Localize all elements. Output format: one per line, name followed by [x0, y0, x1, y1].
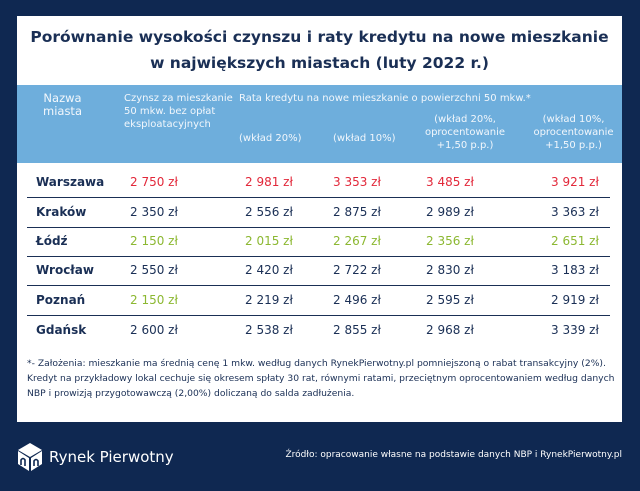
page-title: Porównanie wysokości czynszu i raty kred…: [17, 24, 622, 76]
value-cell: 2 830 zł: [426, 263, 474, 277]
city-name: Poznań: [36, 293, 86, 307]
header-loan-col: (wkład 10%): [333, 133, 396, 144]
city-name: Warszawa: [36, 175, 105, 189]
value-cell: 3 485 zł: [426, 175, 474, 189]
city-name: Łódź: [36, 234, 68, 248]
value-cell: 2 420 zł: [245, 263, 293, 277]
value-cell: 2 595 zł: [426, 293, 474, 307]
value-cell: 2 150 zł: [130, 293, 178, 307]
value-cell: 2 750 zł: [130, 175, 178, 189]
city-name: Gdańsk: [36, 323, 87, 337]
city-name: Kraków: [36, 205, 87, 219]
header-loan-group: Rata kredytu na nowe mieszkanie o powier…: [239, 93, 531, 104]
value-cell: 2 651 zł: [551, 234, 599, 248]
table-row: Łódź 2 150 zł 2 015 zł 2 267 zł 2 356 zł 2 65…: [27, 226, 610, 257]
value-cell: 3 353 zł: [333, 175, 381, 189]
table-panel: Porównanie wysokości czynszu i raty kred…: [17, 16, 622, 422]
header-loan-col: (wkład 20%): [239, 133, 302, 144]
value-cell: 2 919 zł: [551, 293, 599, 307]
value-cell: 2 875 zł: [333, 205, 381, 219]
value-cell: 2 600 zł: [130, 323, 178, 337]
value-cell: 2 550 zł: [130, 263, 178, 277]
header-loan-col: (wkład 20%, oprocentowanie +1,50 p.p.): [424, 114, 506, 151]
value-cell: 2 538 zł: [245, 323, 293, 337]
value-cell: 2 556 zł: [245, 205, 293, 219]
brand-name: Rynek Pierwotny: [49, 448, 174, 466]
value-cell: 3 921 zł: [551, 175, 599, 189]
table-row: Warszawa 2 750 zł 2 981 zł 3 353 zł 3 485 zł…: [27, 167, 610, 198]
brand-logo: Rynek Pierwotny: [17, 442, 174, 472]
value-cell: 2 968 zł: [426, 323, 474, 337]
cube-logo-icon: [18, 443, 42, 471]
value-cell: 2 267 zł: [333, 234, 381, 248]
header-rent: Czynsz za mieszkanie 50 mkw. bez opłat eks…: [124, 93, 233, 130]
value-cell: 3 363 zł: [551, 205, 599, 219]
value-cell: 3 183 zł: [551, 263, 599, 277]
value-cell: 2 350 zł: [130, 205, 178, 219]
value-cell: 2 496 zł: [333, 293, 381, 307]
title-line: Porównanie wysokości czynszu i raty kred…: [30, 28, 609, 46]
value-cell: 2 219 zł: [245, 293, 293, 307]
header-city: Nazwa miasta: [43, 91, 82, 118]
value-cell: 2 989 zł: [426, 205, 474, 219]
footnote: *- Założenia: mieszkanie ma średnią cenę…: [27, 358, 615, 399]
title-line: w największych miastach (luty 2022 r.): [150, 54, 489, 72]
table-header: Nazwa miasta Czynsz za mieszkanie 50 mkw. …: [17, 85, 622, 163]
table-row: Kraków 2 350 zł 2 556 zł 2 875 zł 2 989 zł 3 …: [27, 197, 610, 228]
value-cell: 2 015 zł: [245, 234, 293, 248]
value-cell: 2 150 zł: [130, 234, 178, 248]
header-loan-col: (wkład 10%, oprocentowanie +1,50 p.p.): [533, 114, 614, 151]
value-cell: 2 855 zł: [333, 323, 381, 337]
table-row: Poznań 2 150 zł 2 219 zł 2 496 zł 2 595 zł 2 …: [27, 285, 610, 316]
value-cell: 2 356 zł: [426, 234, 474, 248]
table-row: Gdańsk 2 600 zł 2 538 zł 2 855 zł 2 968 zł 3 …: [27, 315, 610, 345]
value-cell: 2 981 zł: [245, 175, 293, 189]
source-note: Źródło: opracowanie własne na podstawie …: [285, 450, 623, 460]
city-name: Wrocław: [36, 263, 94, 277]
value-cell: 3 339 zł: [551, 323, 599, 337]
value-cell: 2 722 zł: [333, 263, 381, 277]
table-row: Wrocław 2 550 zł 2 420 zł 2 722 zł 2 830 zł 3…: [27, 255, 610, 286]
